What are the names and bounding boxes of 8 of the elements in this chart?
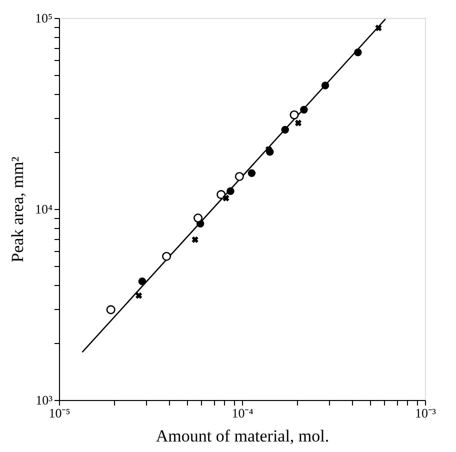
x-axis-title: Amount of material, mol. — [156, 426, 330, 446]
x-tick-label: 10⁻⁵ — [48, 406, 70, 420]
y-tick-label: 10⁴ — [34, 202, 53, 216]
x-tick-label: 10⁻³ — [415, 406, 436, 420]
y-tick-label: 10⁵ — [34, 10, 52, 26]
x-tick-label: 10⁻⁴ — [232, 406, 254, 420]
y-axis-title: Peak area, mm² — [8, 156, 27, 262]
y-tick-label: 10³ — [36, 392, 53, 408]
